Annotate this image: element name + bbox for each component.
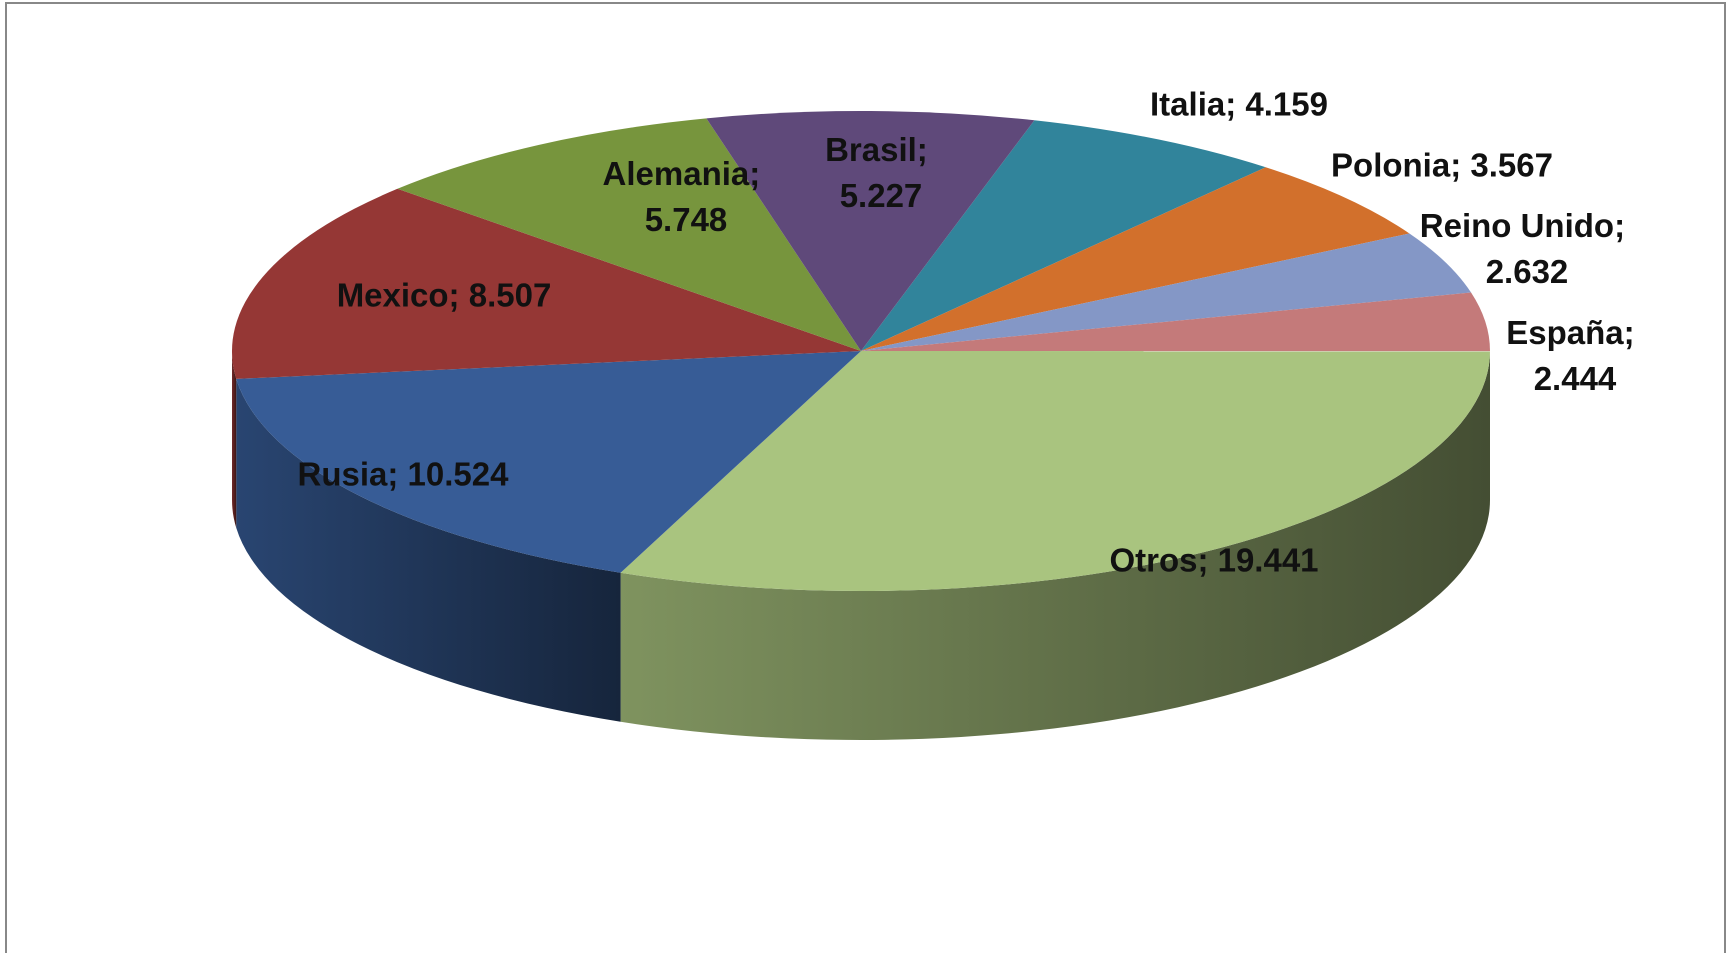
slice bbox=[236, 351, 861, 573]
slice-side bbox=[232, 351, 237, 528]
data-label-line: Alemania; bbox=[603, 155, 770, 192]
slice bbox=[861, 292, 1490, 352]
slice bbox=[231, 188, 862, 379]
data-label: Polonia; 3.567 bbox=[1331, 147, 1553, 184]
slice-side bbox=[236, 378, 621, 722]
data-label-line: España; bbox=[1506, 314, 1644, 351]
slice bbox=[861, 120, 1266, 351]
data-label-line: 2.632 bbox=[1486, 253, 1569, 290]
data-label: Rusia; 10.524 bbox=[298, 456, 510, 493]
slice bbox=[861, 233, 1472, 351]
data-label-line: 5.748 bbox=[645, 201, 728, 238]
slice bbox=[397, 118, 861, 352]
data-label: Reino Unido; 2.632 bbox=[1420, 207, 1634, 290]
data-label-line: Reino Unido; bbox=[1420, 207, 1634, 244]
data-label-line: 5.227 bbox=[840, 177, 923, 214]
slice bbox=[620, 351, 1490, 591]
data-label-line: 2.444 bbox=[1534, 360, 1617, 397]
data-label: Italia; 4.159 bbox=[1150, 86, 1328, 123]
slice bbox=[706, 111, 1035, 351]
data-label: Brasil; 5.227 bbox=[825, 131, 937, 214]
data-label-line: Brasil; bbox=[825, 131, 937, 168]
data-label: Otros; 19.441 bbox=[1109, 542, 1318, 579]
data-label: España; 2.444 bbox=[1506, 314, 1644, 397]
slice bbox=[861, 167, 1410, 351]
data-label: Mexico; 8.507 bbox=[337, 277, 552, 314]
slice-side bbox=[620, 351, 1490, 740]
data-label: Alemania; 5.748 bbox=[603, 155, 770, 238]
